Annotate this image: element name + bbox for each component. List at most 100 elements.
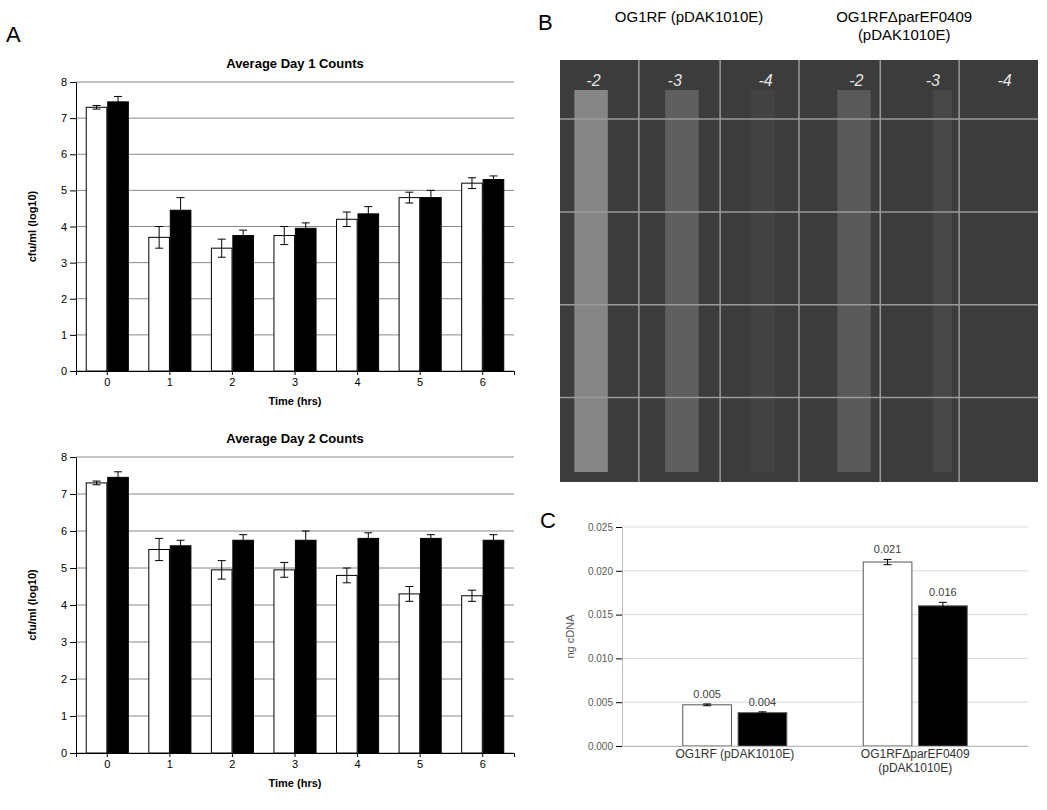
y-tick-label: 0.020	[588, 566, 613, 577]
bar	[233, 236, 254, 371]
x-tick-mark	[420, 753, 421, 757]
bar	[274, 570, 295, 753]
plate-grid	[560, 211, 1038, 213]
y-tick: 0.000	[588, 741, 622, 752]
plate-grid	[638, 60, 640, 482]
bar	[421, 198, 442, 371]
grid	[76, 82, 514, 371]
grid-line	[76, 190, 514, 191]
plot-area	[683, 559, 967, 746]
bar	[337, 219, 358, 371]
chart-title: Average Day 1 Counts	[226, 56, 364, 71]
y-tick-mark	[70, 531, 76, 532]
error-bar-cap	[405, 586, 413, 587]
error-bar-cap	[177, 540, 185, 541]
y-tick: 6	[61, 148, 76, 160]
plate-grid	[958, 60, 960, 482]
error-bar-cap	[758, 711, 766, 712]
error-bar	[343, 568, 351, 583]
y-tick: 1	[61, 710, 76, 722]
y-tick-mark	[70, 118, 76, 119]
error-bar-cap	[884, 564, 892, 565]
error-bar	[177, 540, 185, 551]
error-bar-cap	[177, 222, 185, 223]
bar	[108, 102, 129, 371]
x-tick: 0	[104, 753, 110, 770]
error-bar	[155, 227, 163, 249]
y-tick: 7	[61, 488, 76, 500]
y-tick-label: 1	[61, 710, 67, 722]
error-bar	[939, 602, 947, 609]
grid-line	[76, 226, 514, 227]
y-tick-mark	[70, 299, 76, 300]
y-tick-label: 3	[61, 636, 67, 648]
error-bar-cap	[239, 240, 247, 241]
y-tick-mark	[616, 571, 622, 572]
error-bar-stem	[409, 587, 410, 602]
error-bar-stem	[159, 538, 160, 560]
x-tick-mark	[482, 371, 483, 375]
error-bar-cap	[468, 188, 476, 189]
error-bar-stem	[180, 540, 181, 551]
dilution-label: -3	[668, 72, 682, 89]
error-bar	[280, 227, 288, 245]
x-tick-mark	[169, 371, 170, 375]
y-tick: 4	[61, 221, 76, 233]
plate	[560, 60, 1038, 482]
error-bar	[427, 535, 435, 542]
error-bar-cap	[427, 204, 435, 205]
error-bar-cap	[939, 609, 947, 610]
y-tick-label: 7	[61, 488, 67, 500]
error-bar-cap	[280, 244, 288, 245]
error-bar-cap	[405, 203, 413, 204]
y-tick-mark	[70, 82, 76, 83]
error-bar-cap	[218, 257, 226, 258]
y-tick: 7	[61, 112, 76, 124]
x-tick-mark	[295, 371, 296, 375]
error-bar	[218, 239, 226, 257]
grid	[76, 457, 514, 753]
y-tick-mark	[70, 753, 76, 754]
grid-line	[76, 154, 514, 155]
error-bar-cap	[703, 705, 711, 706]
plate-grid	[560, 397, 1038, 399]
y-tick: 5	[61, 184, 76, 196]
error-bar	[758, 712, 766, 714]
x-tick-mark	[107, 753, 108, 757]
y-tick: 3	[61, 257, 76, 269]
strain-label: OG1RFΔparEF0409(pDAK1010E)	[836, 8, 972, 43]
y-tick: 0.020	[588, 566, 622, 577]
error-bar-stem	[430, 190, 431, 204]
data-label: 0.005	[693, 688, 721, 700]
plate-grid	[880, 60, 882, 482]
bar	[170, 210, 191, 371]
y-tick-label: 0.000	[588, 741, 613, 752]
plot-area	[86, 96, 504, 371]
error-bar-stem	[243, 535, 244, 546]
y-tick-label: 6	[61, 148, 67, 160]
error-bar-cap	[343, 568, 351, 569]
error-bar-cap	[427, 534, 435, 535]
y-tick-label: 0	[61, 747, 67, 759]
error-bar	[489, 535, 497, 546]
strain-label-line: (pDAK1010E)	[858, 26, 951, 43]
error-bar	[114, 472, 122, 483]
plot-area	[86, 472, 504, 753]
error-bar	[302, 223, 310, 234]
x-tick: 1	[167, 753, 173, 770]
error-bar	[177, 198, 185, 223]
error-bar	[114, 96, 122, 107]
error-bar	[703, 704, 711, 706]
x-tick-label: 4	[355, 376, 361, 388]
error-bar-cap	[177, 197, 185, 198]
bar	[337, 575, 358, 753]
y-tick-mark	[616, 527, 622, 528]
strain-label-line: OG1RFΔparEF0409	[836, 8, 972, 25]
error-bar-cap	[218, 560, 226, 561]
error-bar-cap	[114, 96, 122, 97]
bar	[421, 538, 442, 753]
y-tick: 8	[61, 451, 76, 463]
y-tick: 2	[61, 293, 76, 305]
y-tick-label: 0	[61, 365, 67, 377]
grid-line	[76, 531, 514, 532]
